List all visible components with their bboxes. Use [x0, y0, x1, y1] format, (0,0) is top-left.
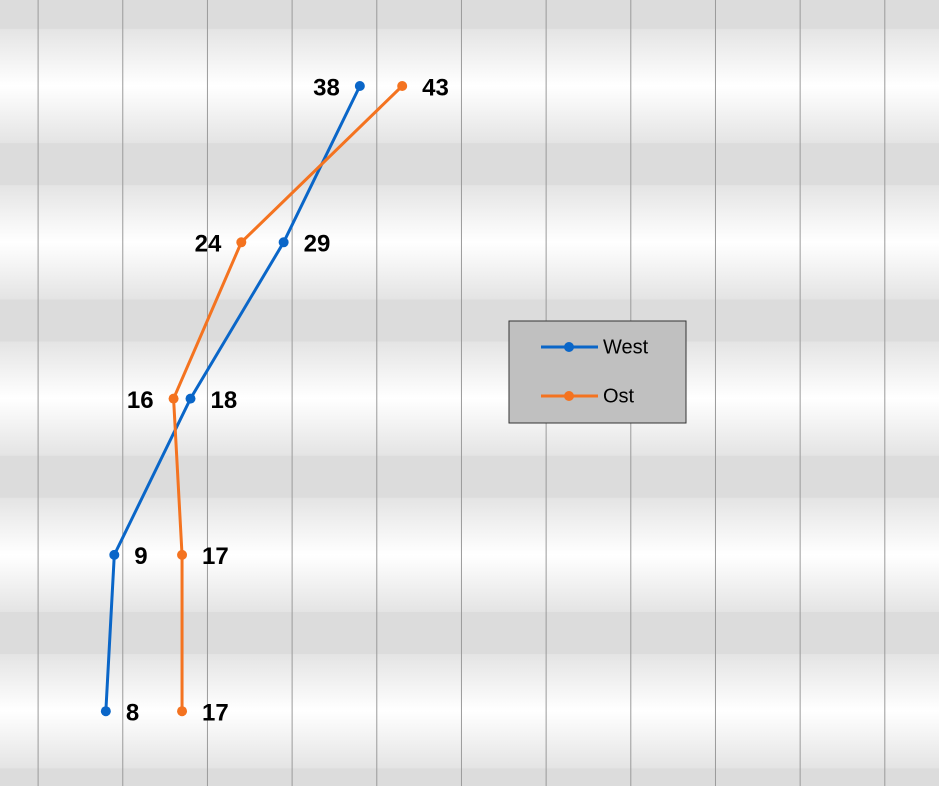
category-band: [0, 654, 939, 769]
legend-box: [508, 320, 687, 424]
data-label: 24: [195, 231, 222, 258]
point: [168, 393, 179, 404]
data-label: 18: [211, 387, 238, 414]
point: [236, 237, 247, 248]
data-label: 43: [422, 74, 449, 101]
data-label: 38: [313, 74, 340, 101]
point: [100, 706, 111, 717]
point: [177, 706, 188, 717]
legend-marker: [564, 342, 574, 352]
point: [185, 393, 196, 404]
legend-label: West: [603, 336, 649, 358]
category-band: [0, 341, 939, 456]
category-band: [0, 28, 939, 144]
data-label: 8: [126, 700, 139, 727]
legend-label: Ost: [603, 385, 635, 407]
data-label: 29: [304, 231, 331, 258]
legend-marker: [564, 391, 574, 401]
point: [278, 237, 289, 248]
point: [177, 549, 188, 560]
data-label: 16: [127, 387, 154, 414]
category-band: [0, 185, 939, 300]
point: [354, 81, 365, 91]
point: [397, 81, 408, 91]
point: [109, 549, 120, 560]
data-label: 17: [202, 700, 229, 727]
data-label: 17: [202, 543, 229, 570]
category-band: [0, 497, 939, 613]
legend: West Ost: [508, 320, 687, 424]
data-label: 9: [134, 543, 147, 570]
